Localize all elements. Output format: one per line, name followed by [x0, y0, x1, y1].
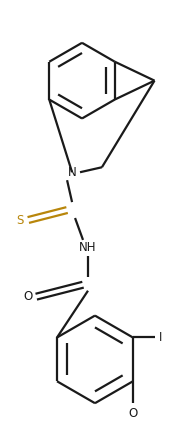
Text: NH: NH: [79, 241, 97, 254]
Text: I: I: [159, 331, 162, 344]
Text: S: S: [17, 213, 24, 226]
Text: N: N: [68, 166, 76, 179]
Text: O: O: [24, 290, 33, 303]
Text: O: O: [128, 407, 138, 420]
